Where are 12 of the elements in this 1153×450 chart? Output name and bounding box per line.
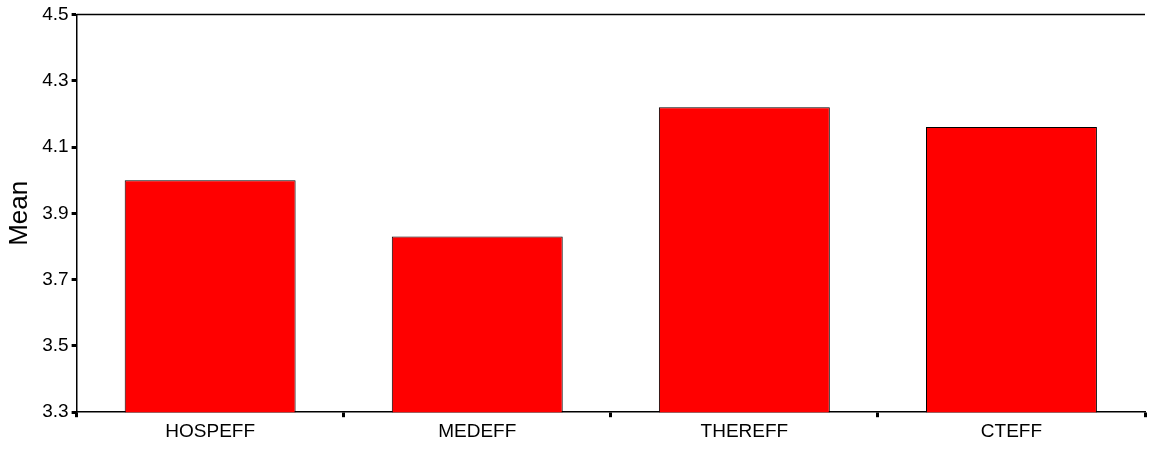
y-tick-label: 4.5 — [42, 2, 69, 24]
y-tick-label: 4.3 — [42, 68, 69, 90]
y-tick-label: 3.5 — [42, 334, 69, 356]
y-tick-label: 4.1 — [42, 135, 69, 157]
y-axis-title: Mean — [2, 180, 33, 246]
x-tick-label: THEREFF — [700, 419, 789, 441]
x-tick-label: CTEFF — [980, 419, 1043, 441]
x-tick-label: HOSPEFF — [165, 419, 256, 441]
y-tick-label: 3.3 — [42, 400, 69, 422]
y-tick-label: 3.7 — [42, 267, 69, 289]
y-tick-label: 3.9 — [42, 201, 69, 223]
x-tick-label: MEDEFF — [438, 419, 517, 441]
